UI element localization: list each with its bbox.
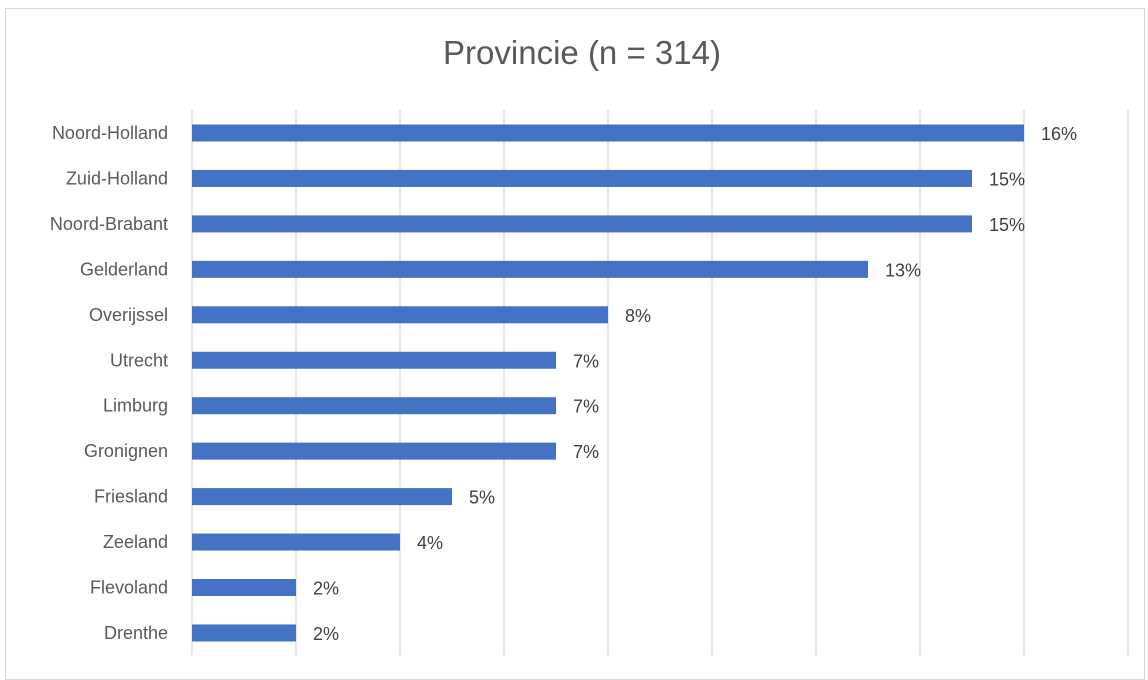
category-label: Flevoland [90,578,168,598]
bar [192,215,972,233]
bar [192,488,452,506]
data-label: 2% [313,624,339,644]
category-label: Utrecht [110,350,168,370]
bar [192,169,972,187]
bar [192,306,608,324]
chart-title: Provincie (n = 314) [443,34,721,71]
data-label: 8% [625,306,651,326]
data-label: 7% [573,442,599,462]
category-label: Zeeland [103,532,168,552]
category-label: Noord-Brabant [50,214,168,234]
category-label: Gronignen [84,441,168,461]
data-label: 5% [469,488,495,508]
labels: Noord-Holland 16% Zuid-Holland 15% Noord-Bra… [50,123,1077,644]
bar [192,351,556,369]
bar [192,579,296,596]
bar [192,442,556,460]
bar [192,624,296,642]
data-label: 7% [573,351,599,371]
data-label: 13% [885,260,921,280]
data-label: 2% [313,579,339,599]
bar [192,397,556,415]
bar [192,533,400,551]
category-label: Friesland [94,487,168,507]
category-label: Overijssel [89,305,168,325]
bar [192,124,1024,142]
bar [192,260,868,278]
category-label: Zuid-Holland [66,168,168,188]
data-label: 15% [989,169,1025,189]
data-label: 7% [573,397,599,417]
data-label: 15% [989,215,1025,235]
category-label: Drenthe [104,623,168,643]
category-label: Noord-Holland [52,123,168,143]
category-label: Gelderland [80,259,168,279]
data-label: 4% [417,533,443,553]
gridlines [191,110,1129,655]
bars [192,124,1024,642]
chart-frame [5,8,1145,680]
data-label: 16% [1041,124,1077,144]
category-label: Limburg [103,396,168,416]
